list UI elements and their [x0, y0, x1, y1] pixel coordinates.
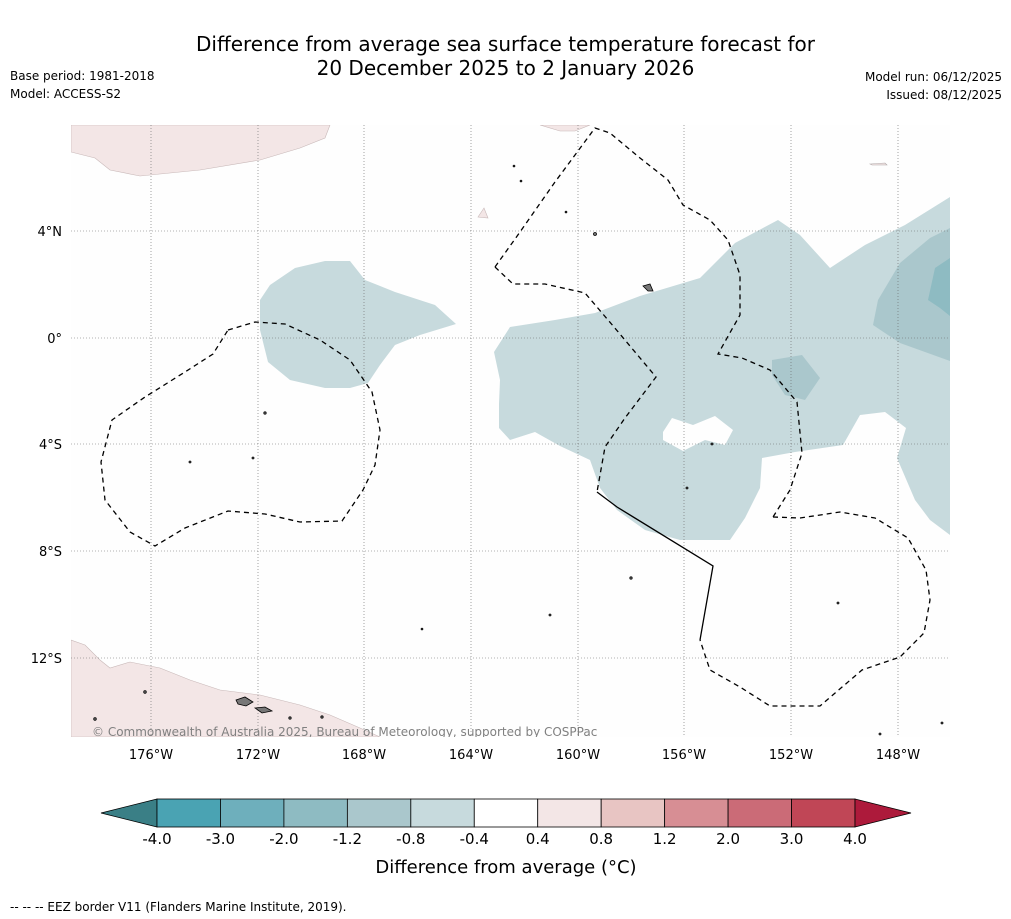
latitude-label: 4°S [39, 438, 62, 453]
colorbar-tick-label: -3.0 [206, 830, 235, 848]
longitude-label: 152°W [769, 748, 813, 763]
longitude-label: 164°W [449, 748, 493, 763]
island-speck [564, 210, 568, 214]
model-name: Model: ACCESS-S2 [10, 87, 122, 101]
island-speck [251, 456, 255, 460]
colorbar-swatch [600, 798, 666, 828]
island-speck [519, 179, 523, 183]
colorbar-tick-label: 4.0 [843, 830, 867, 848]
colorbar-swatch [156, 798, 221, 828]
colorbar-tick-label: 3.0 [780, 830, 804, 848]
latitude-label: 0° [47, 332, 62, 347]
island-speck [878, 732, 882, 736]
colorbar-swatch [727, 798, 792, 828]
island-speck [420, 627, 424, 631]
eez-border-central [494, 127, 803, 518]
longitude-labels: 176°W 172°W 168°W 164°W 160°W 156°W 152°W 148°W [129, 748, 920, 763]
island-speck [143, 690, 147, 694]
graticule-lines [71, 125, 950, 737]
colorbar-tick-label: -2.0 [269, 830, 298, 848]
map-title-line-1: Difference from average sea surface temp… [195, 32, 815, 56]
island-speck [512, 164, 516, 168]
island-speck [836, 601, 840, 605]
island-speck [288, 716, 292, 720]
colorbar-tick-label: 1.2 [653, 830, 677, 848]
longitude-label: 148°W [876, 748, 920, 763]
colorbar-swatch [537, 798, 602, 828]
island-speck [188, 460, 192, 464]
island-kiritimati [642, 283, 654, 292]
colorbar: -4.0 -3.0 -2.0 -1.2 -0.8 -0.4 0.4 0.8 1.2 2.0 3.0 4… [100, 798, 912, 848]
island-speck [710, 442, 714, 446]
colorbar-tick-label: 0.8 [589, 830, 613, 848]
island-savaii [235, 696, 254, 707]
island-speck [685, 486, 689, 490]
colorbar-swatch [410, 798, 475, 828]
colorbar-under-arrow [100, 798, 158, 828]
cool-anomaly-moderate-east [873, 228, 950, 361]
longitude-label: 160°W [556, 748, 600, 763]
eez-border-central-south [494, 266, 657, 493]
islands [93, 164, 944, 736]
colorbar-tick-label: -0.8 [396, 830, 425, 848]
eez-border-west [100, 321, 381, 547]
colorbar-label: Difference from average (°C) [375, 857, 636, 878]
warm-gap-hole [663, 416, 733, 451]
longitude-label: 176°W [129, 748, 173, 763]
island-speck [940, 721, 944, 725]
model-run: Model run: 06/12/2025 [864, 70, 1002, 84]
colorbar-tick-label: -1.2 [333, 830, 362, 848]
latitude-label: 4°N [38, 225, 63, 240]
eez-boundary-solid [596, 491, 714, 641]
base-period: Base period: 1981-2018 [10, 69, 155, 83]
island-speck [548, 613, 552, 617]
colorbar-swatch [664, 798, 729, 828]
island-speck [263, 411, 267, 415]
cool-anomaly-west [260, 261, 456, 388]
colorbar-swatch [473, 798, 539, 828]
warm-anomaly-north [539, 125, 591, 132]
island-northeast [868, 162, 888, 166]
cool-anomaly-strong-east [928, 258, 950, 316]
warm-anomaly-southwest [71, 639, 381, 737]
colorbar-tick-label: 0.4 [526, 830, 550, 848]
map-area: © Commonwealth of Australia 2025, Bureau… [71, 125, 950, 739]
latitude-labels: 4°N 0° 4°S 8°S 12°S [31, 225, 62, 667]
latitude-label: 12°S [31, 652, 62, 667]
island-speck [320, 715, 324, 719]
island-speck [593, 232, 597, 236]
longitude-label: 168°W [342, 748, 386, 763]
issued-date: Issued: 08/12/2025 [886, 88, 1002, 102]
colorbar-over-arrow [854, 798, 912, 828]
copyright-notice: © Commonwealth of Australia 2025, Bureau… [92, 725, 597, 739]
cool-anomaly-east [494, 197, 950, 540]
cool-anomaly-moderate-central [772, 355, 820, 400]
island-speck [629, 576, 633, 580]
colorbar-swatch [283, 798, 348, 828]
warm-anomaly-speck [477, 207, 489, 219]
island-upolu [253, 706, 274, 714]
latitude-label: 8°S [39, 545, 62, 560]
eez-border-southeast [699, 511, 931, 707]
colorbar-swatch [791, 798, 856, 828]
longitude-label: 172°W [236, 748, 280, 763]
colorbar-swatch [346, 798, 412, 828]
colorbar-swatch [220, 798, 285, 828]
longitude-label: 156°W [662, 748, 706, 763]
island-speck [93, 717, 97, 721]
colorbar-tick-label: -4.0 [142, 830, 171, 848]
warm-anomaly-northwest [71, 125, 331, 177]
map-title-line-2: 20 December 2025 to 2 January 2026 [316, 56, 695, 80]
colorbar-tick-label: -0.4 [460, 830, 489, 848]
colorbar-tick-label: 2.0 [716, 830, 740, 848]
eez-footnote: -- -- -- EEZ border V11 (Flanders Marine… [10, 900, 347, 914]
